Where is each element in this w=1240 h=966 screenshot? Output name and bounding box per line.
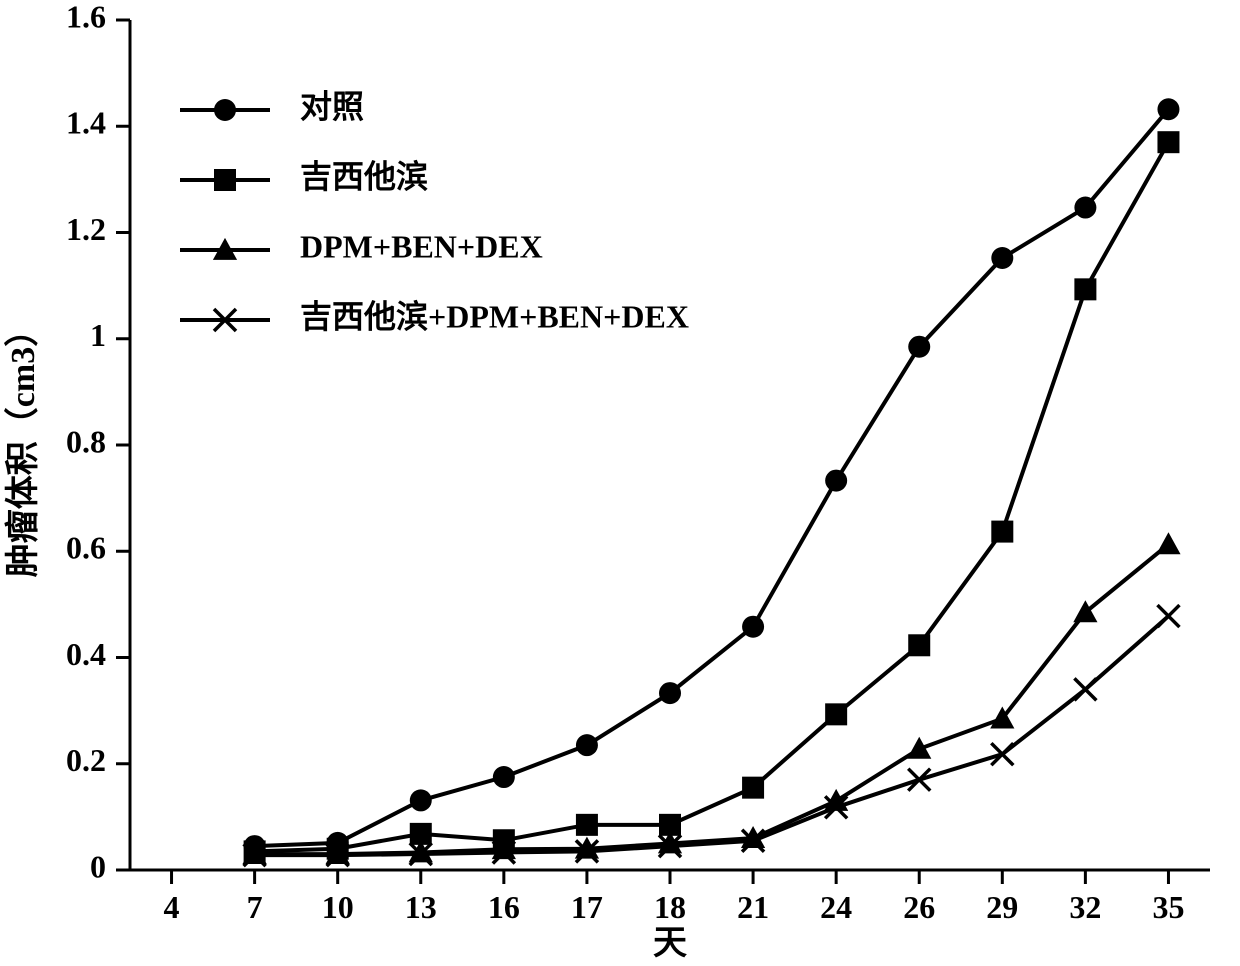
x-axis-label: 天 [653,925,687,962]
marker-circle-icon [825,470,847,492]
y-tick-label: 0.2 [66,742,106,778]
x-tick-label: 17 [571,889,603,925]
y-tick-label: 0.6 [66,530,106,566]
marker-square-icon [742,777,764,799]
marker-circle-icon [214,99,236,121]
y-tick-label: 1.6 [66,0,106,34]
x-tick-label: 13 [405,889,437,925]
chart-container: 0 0.2 0.4 0.6 0.8 1 1.2 1.4 1.6 4 7 10 13 16 17 18 21 24 2… [0,0,1240,966]
marker-circle-icon [493,766,515,788]
x-tick-label: 24 [820,889,852,925]
x-tick-label: 29 [986,889,1018,925]
y-tick-label: 0.4 [66,636,106,672]
legend-label: 对照 [300,88,364,124]
x-tick-label: 10 [322,889,354,925]
marker-square-icon [1074,278,1096,300]
marker-circle-icon [576,734,598,756]
y-tick-label: 1.2 [66,211,106,247]
marker-circle-icon [742,616,764,638]
y-tick-label: 0.8 [66,423,106,459]
x-tick-label: 35 [1152,889,1184,925]
legend-label: 吉西他滨 [300,158,428,194]
marker-circle-icon [1074,197,1096,219]
marker-square-icon [576,814,598,836]
marker-square-icon [1157,131,1179,153]
x-tick-label: 7 [247,889,263,925]
x-tick-label: 21 [737,889,769,925]
y-axis-label: 肿瘤体积（cm3） [3,313,42,577]
marker-square-icon [825,703,847,725]
y-tick-label: 1.4 [66,105,106,141]
marker-circle-icon [1157,98,1179,120]
x-tick-label: 16 [488,889,520,925]
x-tick-label: 4 [164,889,180,925]
marker-square-icon [214,169,236,191]
y-tick-label: 1 [90,317,106,353]
marker-circle-icon [991,247,1013,269]
marker-square-icon [991,521,1013,543]
marker-square-icon [908,634,930,656]
marker-circle-icon [908,336,930,358]
y-tick-label: 0 [90,848,106,884]
x-tick-label: 32 [1069,889,1101,925]
marker-circle-icon [410,789,432,811]
marker-circle-icon [659,682,681,704]
x-tick-label: 26 [903,889,935,925]
line-chart: 0 0.2 0.4 0.6 0.8 1 1.2 1.4 1.6 4 7 10 13 16 17 18 21 24 2… [0,0,1240,966]
legend-label: 吉西他滨+DPM+BEN+DEX [300,298,689,334]
x-tick-label: 18 [654,889,686,925]
legend-label: DPM+BEN+DEX [300,228,543,264]
